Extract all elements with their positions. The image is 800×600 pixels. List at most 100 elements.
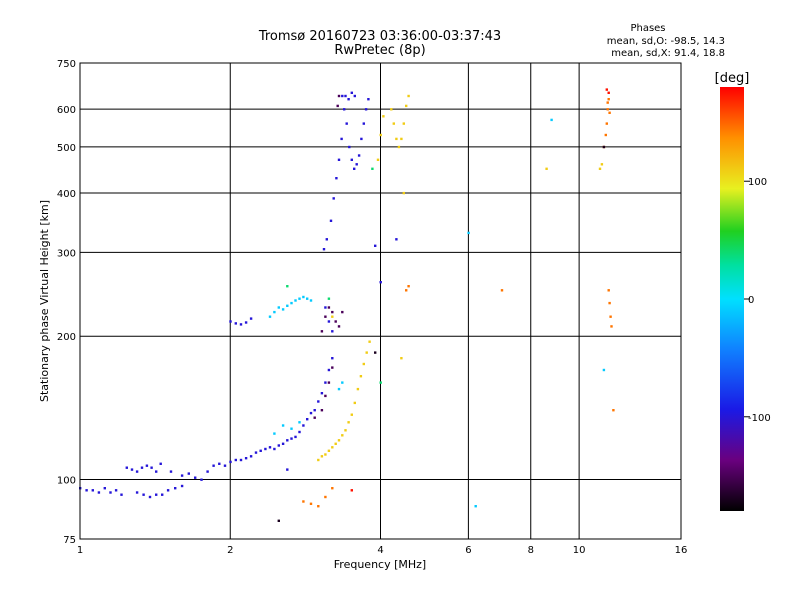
data-point xyxy=(610,325,613,328)
colorbar-label: [deg] xyxy=(715,71,750,86)
data-point xyxy=(337,325,341,328)
data-point xyxy=(234,322,237,325)
data-point xyxy=(150,466,153,469)
data-point xyxy=(467,231,470,235)
data-point xyxy=(359,375,363,378)
stats-header: Phases xyxy=(630,23,665,34)
data-point xyxy=(174,487,177,490)
data-point xyxy=(155,470,158,473)
data-point xyxy=(327,368,331,372)
data-point xyxy=(298,430,301,434)
data-point xyxy=(379,281,382,284)
data-point xyxy=(392,122,395,125)
data-point xyxy=(324,495,327,499)
y-axis-label: Stationary phase Virtual Height [km] xyxy=(38,200,51,402)
data-point xyxy=(194,476,197,479)
data-point xyxy=(309,502,313,505)
data-point xyxy=(327,306,331,309)
data-point xyxy=(298,421,301,424)
data-point xyxy=(609,315,612,318)
data-point xyxy=(145,464,149,467)
data-point xyxy=(407,94,410,98)
data-point xyxy=(268,315,272,318)
data-point xyxy=(379,133,382,137)
data-point xyxy=(341,94,344,98)
data-point xyxy=(607,289,610,292)
y-tick-label: 400 xyxy=(57,189,76,200)
x-tick-label: 1 xyxy=(77,545,83,556)
x-tick-label: 10 xyxy=(573,545,586,556)
y-tick-label: 75 xyxy=(63,535,76,546)
data-point xyxy=(400,357,403,360)
stats-line-o: mean, sd,O: -98.5, 14.3 xyxy=(607,36,725,47)
data-point xyxy=(350,91,353,94)
data-point xyxy=(264,447,267,451)
data-point xyxy=(281,442,285,445)
data-point xyxy=(607,98,610,101)
x-tick-label: 8 xyxy=(528,545,534,556)
data-point xyxy=(376,158,380,161)
stats-line-x: mean, sd,X: 91.4, 18.8 xyxy=(611,48,725,59)
data-point xyxy=(277,519,280,522)
chart-subtitle: RwPretec (8p) xyxy=(334,43,425,58)
data-point xyxy=(200,478,203,481)
data-point xyxy=(273,447,276,451)
data-point xyxy=(249,317,253,320)
y-tick-label: 100 xyxy=(57,476,76,487)
data-point xyxy=(332,197,335,200)
data-point xyxy=(360,137,363,141)
data-point xyxy=(324,315,327,318)
data-point xyxy=(206,470,209,473)
data-point xyxy=(286,468,289,471)
data-point xyxy=(294,299,297,302)
data-point xyxy=(397,145,401,149)
data-point xyxy=(290,427,293,430)
data-point xyxy=(320,392,324,395)
data-point xyxy=(347,421,350,424)
data-point xyxy=(337,158,341,161)
data-point xyxy=(329,219,333,222)
colorbar-tick-label: -100 xyxy=(748,413,771,424)
data-point xyxy=(290,437,293,440)
data-point xyxy=(364,108,368,111)
data-point xyxy=(317,505,320,508)
data-point xyxy=(612,409,615,412)
data-point xyxy=(337,439,341,442)
data-point xyxy=(371,167,374,170)
data-point xyxy=(400,137,403,141)
data-point xyxy=(607,91,610,94)
data-point xyxy=(608,301,611,305)
data-point xyxy=(239,458,243,462)
data-point xyxy=(390,108,393,111)
data-point xyxy=(212,464,215,467)
data-point xyxy=(320,455,324,458)
data-point xyxy=(317,458,320,462)
data-point xyxy=(302,500,305,503)
data-point xyxy=(395,137,398,141)
data-point xyxy=(350,489,353,492)
data-point xyxy=(135,470,139,473)
data-point xyxy=(331,366,334,369)
data-point xyxy=(281,308,285,311)
data-point xyxy=(109,491,112,494)
data-point xyxy=(324,306,327,309)
data-point xyxy=(608,111,611,114)
data-point xyxy=(344,94,347,98)
data-point xyxy=(91,489,94,492)
data-point xyxy=(317,400,320,403)
data-point xyxy=(218,462,221,465)
colorbar-tick-label: 0 xyxy=(748,295,754,306)
data-point xyxy=(273,310,276,314)
data-point xyxy=(114,489,118,492)
data-point xyxy=(325,238,328,241)
data-point xyxy=(306,418,309,421)
data-point xyxy=(320,330,324,333)
data-point xyxy=(605,88,608,91)
data-point xyxy=(331,330,334,333)
data-point xyxy=(313,409,316,412)
data-point xyxy=(500,289,504,292)
plot-frame xyxy=(79,62,682,540)
data-point xyxy=(374,351,377,354)
data-point xyxy=(223,464,227,467)
data-point xyxy=(353,167,356,170)
